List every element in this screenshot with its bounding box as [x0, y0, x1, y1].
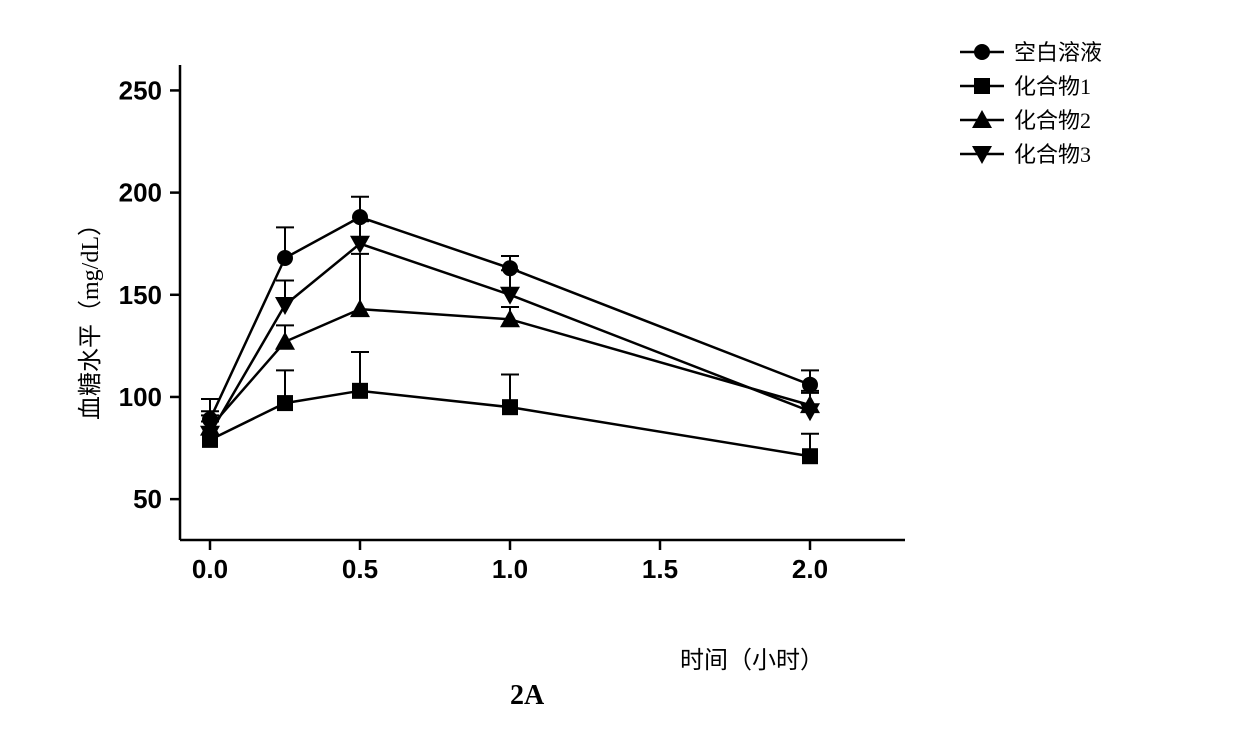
y-tick-label: 100 [119, 382, 162, 412]
triangle_down-marker [500, 287, 520, 305]
circle-marker [277, 250, 293, 266]
series-化合物1 [201, 352, 819, 464]
line-chart: 50 100 150 200 250 0.0 0.5 1.0 1.5 2.0 空白溶液化合物1 化合物… [0, 0, 1240, 735]
square-marker [802, 448, 818, 464]
square-marker [974, 78, 990, 94]
figure-container: 50 100 150 200 250 0.0 0.5 1.0 1.5 2.0 空白溶液化合物1 化合物… [0, 0, 1240, 735]
x-tick-label: 0.5 [342, 554, 378, 584]
x-tick-label: 2.0 [792, 554, 828, 584]
legend-label: 化合物2 [1014, 108, 1091, 133]
legend-label: 空白溶液 [1014, 40, 1102, 65]
circle-marker [974, 44, 990, 60]
triangle_up-marker [350, 299, 370, 317]
y-tick-label: 50 [133, 484, 162, 514]
y-tick-label: 250 [119, 75, 162, 105]
x-tick-label: 0.0 [192, 554, 228, 584]
legend-label: 化合物1 [1014, 74, 1091, 99]
x-tick-label: 1.0 [492, 554, 528, 584]
x-axis-label: 时间（小时） [680, 640, 824, 675]
y-tick-label: 200 [119, 178, 162, 208]
x-tick-label: 1.5 [642, 554, 678, 584]
y-tick-label: 150 [119, 280, 162, 310]
figure-label: 2A [510, 680, 544, 712]
triangle_up-marker [275, 332, 295, 350]
square-marker [502, 399, 518, 415]
square-marker [352, 383, 368, 399]
legend-label: 化合物3 [1014, 142, 1091, 167]
square-marker [277, 395, 293, 411]
legend: 空白溶液化合物1 化合物2 化合物3 [960, 40, 1102, 167]
y-axis-label: 血糖水平（mg/dL） [70, 212, 105, 420]
triangle_down-marker [275, 297, 295, 315]
